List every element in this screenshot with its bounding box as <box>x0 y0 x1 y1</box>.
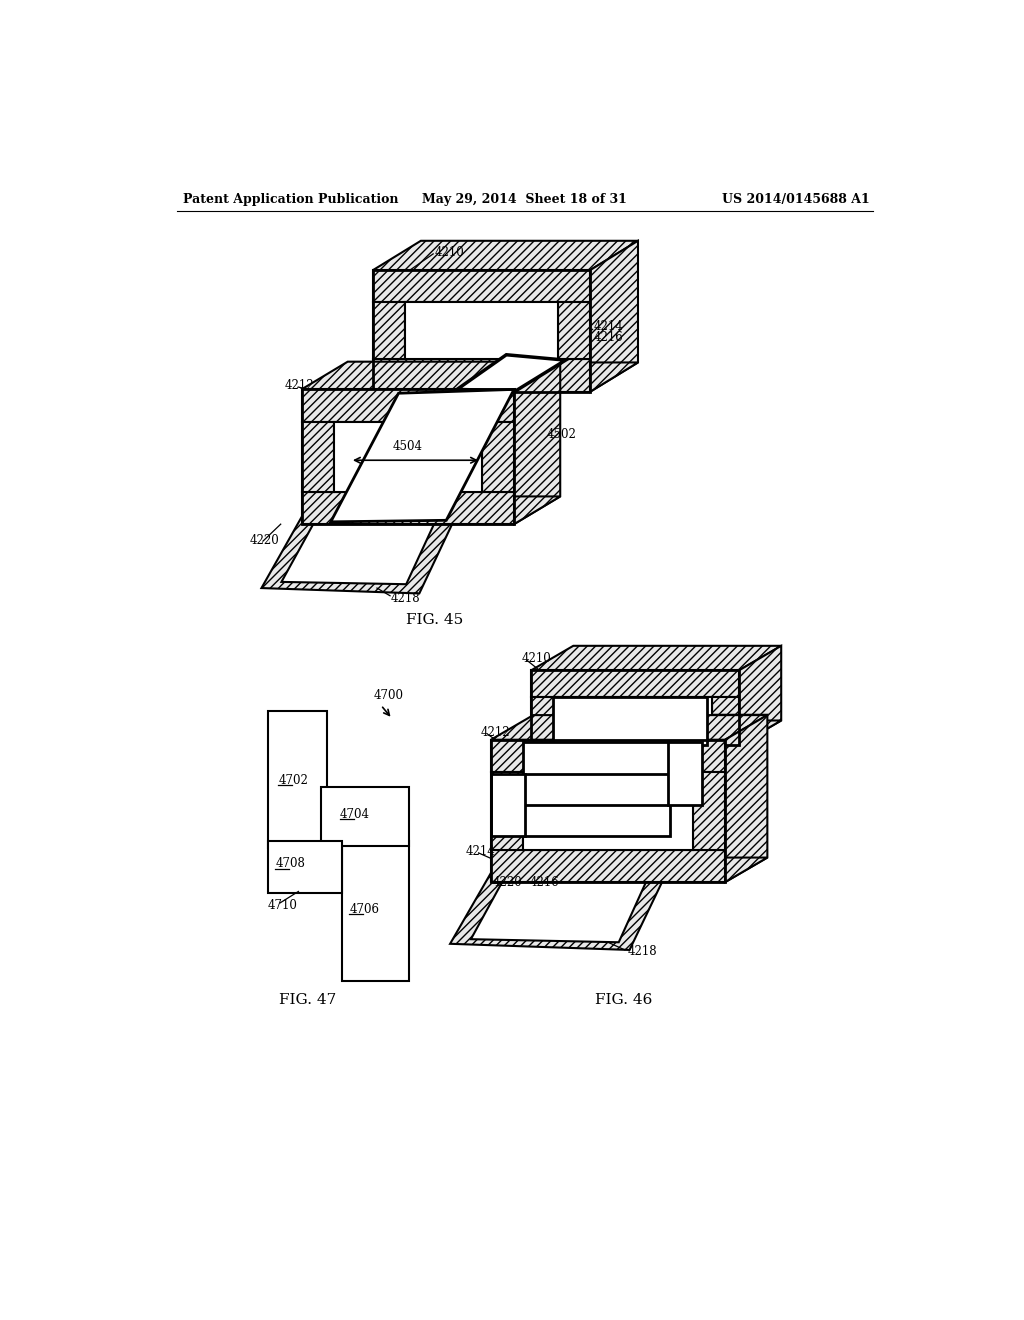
Text: 4710: 4710 <box>267 899 298 912</box>
Polygon shape <box>739 645 781 744</box>
Polygon shape <box>531 718 739 744</box>
Polygon shape <box>373 359 590 392</box>
Text: 4212: 4212 <box>481 726 511 739</box>
Polygon shape <box>451 873 665 950</box>
Polygon shape <box>261 517 454 594</box>
Polygon shape <box>490 858 767 882</box>
Text: 4220: 4220 <box>250 533 280 546</box>
Polygon shape <box>523 772 692 850</box>
Polygon shape <box>531 697 558 718</box>
Text: FIG. 46: FIG. 46 <box>595 993 652 1007</box>
Text: May 29, 2014  Sheet 18 of 31: May 29, 2014 Sheet 18 of 31 <box>422 193 628 206</box>
Polygon shape <box>471 875 648 942</box>
Polygon shape <box>490 715 767 739</box>
Text: 4212: 4212 <box>285 379 314 392</box>
Polygon shape <box>558 697 712 718</box>
Text: 4214: 4214 <box>466 845 496 858</box>
Polygon shape <box>334 422 481 492</box>
Polygon shape <box>490 772 523 850</box>
Polygon shape <box>668 742 701 805</box>
Polygon shape <box>692 772 725 850</box>
Polygon shape <box>457 355 565 391</box>
Text: 4218: 4218 <box>628 945 656 958</box>
Text: 4504: 4504 <box>392 440 422 453</box>
Polygon shape <box>531 645 781 671</box>
Polygon shape <box>373 240 638 271</box>
Text: 4216: 4216 <box>529 875 559 888</box>
Polygon shape <box>301 389 514 422</box>
Text: 4220: 4220 <box>493 875 522 888</box>
Polygon shape <box>373 271 590 302</box>
Polygon shape <box>321 788 410 846</box>
Text: 4700: 4700 <box>374 689 403 702</box>
Polygon shape <box>406 302 558 359</box>
Text: 4704: 4704 <box>340 808 370 821</box>
Polygon shape <box>301 492 514 524</box>
Text: 4702: 4702 <box>279 774 308 787</box>
Polygon shape <box>481 422 514 492</box>
Text: 4708: 4708 <box>275 857 305 870</box>
Polygon shape <box>712 697 739 718</box>
Text: 4216: 4216 <box>594 331 624 345</box>
Polygon shape <box>523 742 670 775</box>
Text: 4214: 4214 <box>594 319 624 333</box>
Polygon shape <box>301 362 560 389</box>
Polygon shape <box>282 520 435 585</box>
Text: 4210: 4210 <box>521 652 552 665</box>
Polygon shape <box>558 302 590 359</box>
Text: 4210: 4210 <box>435 246 465 259</box>
Polygon shape <box>267 711 327 849</box>
Polygon shape <box>373 363 638 392</box>
Text: 4502: 4502 <box>547 428 577 441</box>
Text: FIG. 45: FIG. 45 <box>407 614 463 627</box>
Polygon shape <box>670 715 767 739</box>
Polygon shape <box>725 715 767 882</box>
Polygon shape <box>331 389 514 521</box>
Polygon shape <box>267 841 342 892</box>
Text: Patent Application Publication: Patent Application Publication <box>183 193 398 206</box>
Polygon shape <box>531 671 739 697</box>
Text: US 2014/0145688 A1: US 2014/0145688 A1 <box>722 193 869 206</box>
Polygon shape <box>531 721 781 744</box>
Polygon shape <box>342 841 410 981</box>
Polygon shape <box>301 496 560 524</box>
Polygon shape <box>490 850 725 882</box>
Polygon shape <box>590 240 638 392</box>
Polygon shape <box>553 697 707 744</box>
Text: 4218: 4218 <box>391 593 421 606</box>
Polygon shape <box>301 422 334 492</box>
Text: 4706: 4706 <box>349 903 379 916</box>
Polygon shape <box>490 775 524 836</box>
Polygon shape <box>514 362 560 524</box>
Polygon shape <box>373 302 406 359</box>
Polygon shape <box>490 739 725 772</box>
Text: FIG. 47: FIG. 47 <box>279 993 336 1007</box>
Polygon shape <box>523 805 670 836</box>
